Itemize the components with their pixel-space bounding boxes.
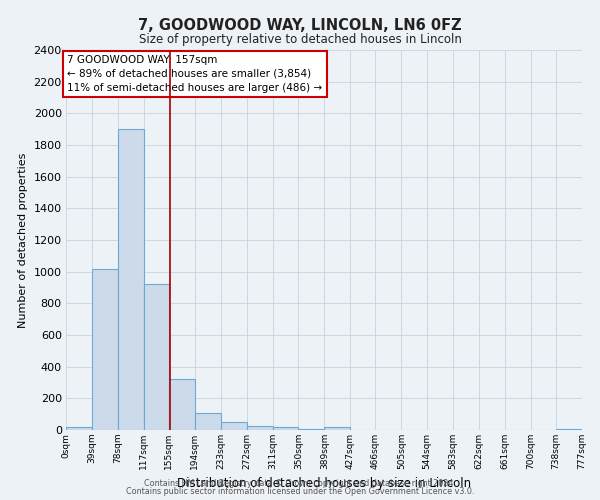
Bar	[118, 129, 143, 430]
Y-axis label: Number of detached properties: Number of detached properties	[18, 152, 28, 328]
Text: Contains public sector information licensed under the Open Government Licence v3: Contains public sector information licen…	[126, 487, 474, 496]
X-axis label: Distribution of detached houses by size in Lincoln: Distribution of detached houses by size …	[177, 478, 471, 490]
Bar	[325, 427, 350, 430]
Bar	[247, 426, 272, 430]
Bar	[195, 414, 221, 430]
Text: 7 GOODWOOD WAY: 157sqm
← 89% of detached houses are smaller (3,854)
11% of semi-: 7 GOODWOOD WAY: 157sqm ← 89% of detached…	[67, 54, 322, 92]
Text: Size of property relative to detached houses in Lincoln: Size of property relative to detached ho…	[139, 32, 461, 46]
Bar	[169, 380, 195, 430]
Bar	[143, 284, 169, 430]
Bar	[272, 427, 298, 430]
Bar	[66, 427, 92, 430]
Text: Contains HM Land Registry data © Crown copyright and database right 2024.: Contains HM Land Registry data © Crown c…	[144, 478, 456, 488]
Bar	[221, 422, 247, 430]
Bar	[298, 429, 325, 430]
Bar	[556, 429, 582, 430]
Bar	[92, 268, 118, 430]
Text: 7, GOODWOOD WAY, LINCOLN, LN6 0FZ: 7, GOODWOOD WAY, LINCOLN, LN6 0FZ	[138, 18, 462, 32]
